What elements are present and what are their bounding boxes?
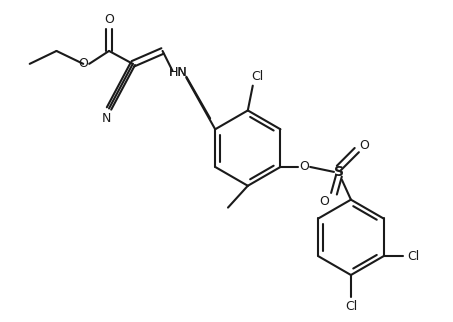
- Text: O: O: [104, 13, 114, 26]
- Text: O: O: [359, 139, 369, 152]
- Text: O: O: [319, 195, 329, 208]
- Text: S: S: [334, 165, 344, 179]
- Text: Cl: Cl: [345, 300, 357, 313]
- Text: O: O: [299, 160, 309, 174]
- Text: O: O: [78, 57, 88, 70]
- Text: HN: HN: [169, 66, 188, 79]
- Text: Cl: Cl: [407, 250, 419, 263]
- Text: HN: HN: [169, 66, 188, 79]
- Text: N: N: [101, 112, 111, 125]
- Text: Cl: Cl: [251, 70, 264, 83]
